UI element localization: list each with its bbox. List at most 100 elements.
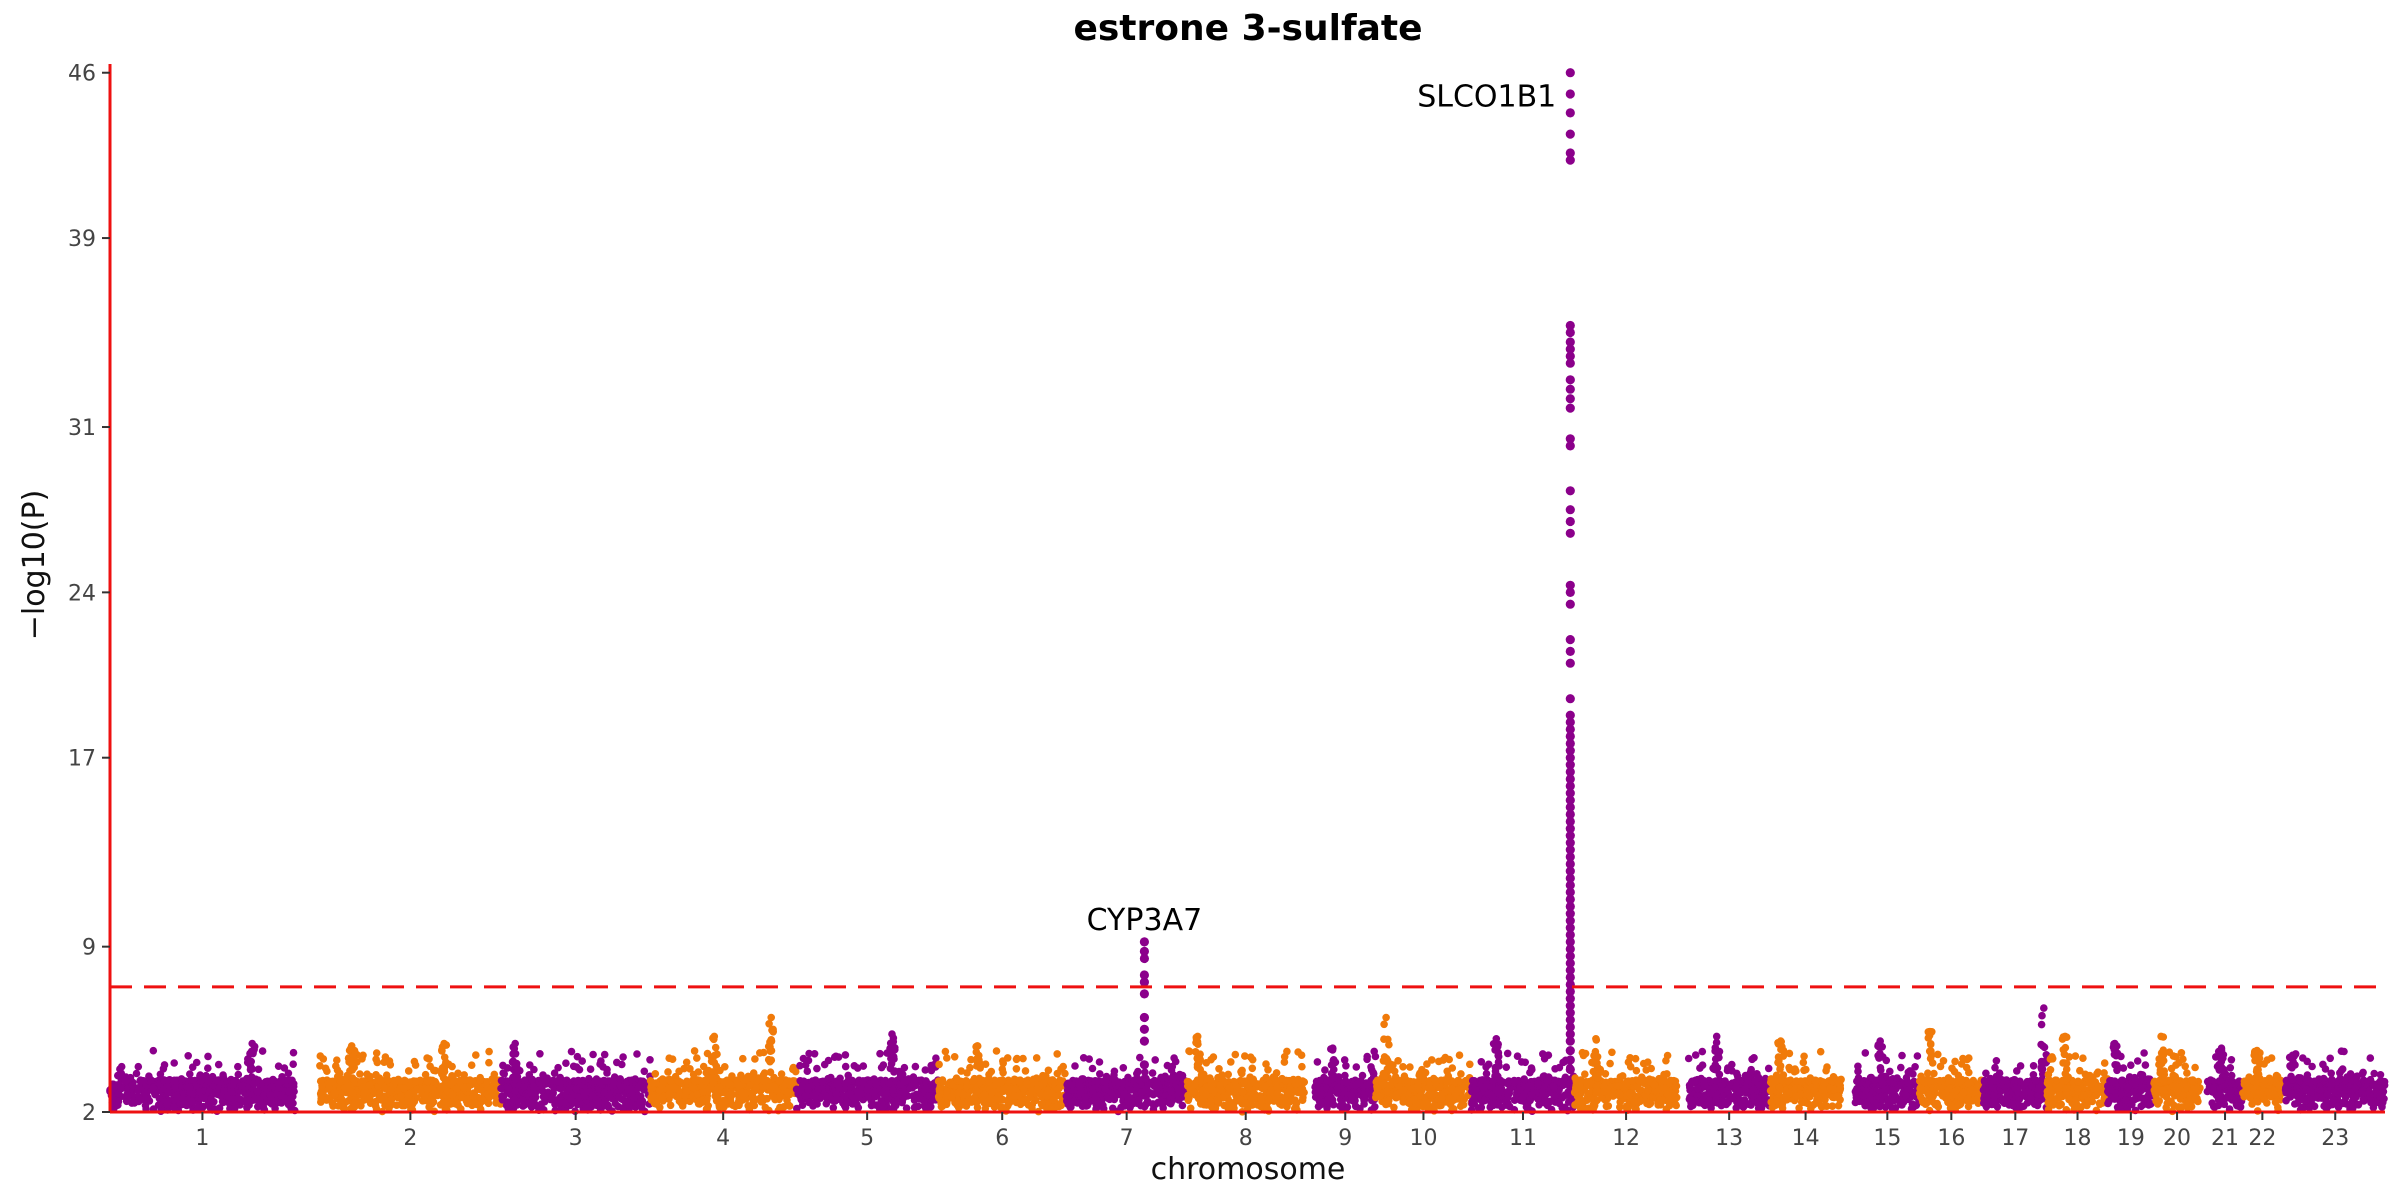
snp-point	[710, 1051, 719, 1060]
snp-point	[938, 1076, 947, 1084]
snp-point	[600, 1050, 609, 1059]
snp-point	[767, 1046, 776, 1055]
snp-point	[1510, 1076, 1518, 1085]
snp-point	[859, 1077, 868, 1085]
snp-point	[350, 1076, 358, 1084]
snp-point	[998, 1076, 1007, 1084]
snp-point	[1425, 1090, 1433, 1099]
snp-point	[117, 1084, 125, 1093]
snp-point	[139, 1077, 148, 1086]
snp-point	[799, 1054, 808, 1063]
snp-point	[198, 1093, 206, 1102]
snp-point	[1428, 1056, 1436, 1064]
signal-point	[1565, 394, 1575, 404]
snp-point	[234, 1070, 243, 1079]
snp-point	[1494, 1085, 1503, 1093]
snp-point	[458, 1093, 466, 1102]
snp-point	[373, 1058, 382, 1067]
snp-point	[359, 1051, 367, 1060]
snp-point	[1231, 1050, 1240, 1059]
snp-point	[1044, 1066, 1053, 1075]
snp-point	[171, 1082, 179, 1091]
signal-point	[1565, 320, 1575, 331]
snp-point	[212, 1088, 221, 1097]
snp-point	[1294, 1048, 1302, 1056]
snp-point	[1227, 1058, 1235, 1066]
snp-point	[1371, 1052, 1380, 1061]
snp-point	[164, 1088, 173, 1096]
snp-point	[177, 1075, 186, 1083]
snp-point	[1141, 1075, 1150, 1083]
snp-point	[900, 1077, 908, 1086]
snp-point	[400, 1084, 409, 1093]
snp-point	[1392, 1090, 1400, 1099]
snp-point	[380, 1083, 388, 1092]
snp-point	[124, 1091, 132, 1100]
snp-point	[1185, 1093, 1193, 1102]
snp-point	[1415, 1071, 1423, 1079]
snp-point	[468, 1077, 476, 1085]
snp-point	[227, 1088, 236, 1096]
snp-point	[377, 1096, 386, 1104]
signal-point	[1139, 937, 1149, 947]
snp-point	[149, 1046, 158, 1055]
snp-point	[832, 1052, 840, 1061]
snp-point	[1124, 1098, 1132, 1106]
snp-point	[640, 1067, 649, 1076]
signal-point	[1139, 970, 1149, 980]
snp-point	[881, 1090, 889, 1099]
snp-point	[702, 1077, 710, 1085]
snp-point	[1294, 1075, 1302, 1084]
snp-point	[1206, 1076, 1215, 1084]
snp-point	[1405, 1097, 1414, 1106]
snp-point	[446, 1100, 455, 1108]
signal-point	[1565, 580, 1575, 590]
snp-point	[289, 1060, 298, 1068]
snp-point	[776, 1092, 784, 1100]
snp-point	[1119, 1064, 1128, 1072]
chromosome-1-points	[106, 1039, 299, 1115]
snp-point	[230, 1077, 238, 1086]
snp-point	[1154, 1089, 1163, 1098]
snp-point	[1015, 1077, 1023, 1086]
snp-point	[163, 1076, 172, 1085]
snp-point	[1457, 1070, 1465, 1078]
snp-point	[258, 1047, 267, 1055]
snp-point	[682, 1087, 691, 1095]
snp-point	[1170, 1054, 1178, 1062]
snp-point	[282, 1095, 290, 1104]
snp-point	[217, 1092, 226, 1101]
snp-point	[268, 1100, 276, 1108]
snp-point	[234, 1062, 242, 1071]
snp-point	[973, 1055, 981, 1063]
snp-point	[1555, 1063, 1564, 1072]
snp-point	[219, 1074, 228, 1082]
snp-point	[1039, 1071, 1047, 1080]
snp-point	[1542, 1091, 1550, 1099]
snp-point	[798, 1101, 807, 1109]
snp-point	[1010, 1092, 1019, 1100]
snp-point	[1197, 1100, 1205, 1108]
snp-point	[999, 1068, 1007, 1077]
snp-point	[412, 1077, 420, 1086]
snp-point	[859, 1062, 868, 1070]
snp-point	[1136, 1053, 1144, 1062]
snp-point	[646, 1056, 654, 1064]
snp-point	[426, 1095, 435, 1104]
peak-point	[248, 1039, 256, 1048]
snp-point	[356, 1070, 364, 1078]
snp-point	[621, 1098, 630, 1106]
snp-point	[478, 1095, 486, 1104]
snp-point	[129, 1081, 137, 1090]
snp-point	[405, 1090, 413, 1099]
snp-point	[243, 1104, 251, 1112]
snp-point	[202, 1071, 210, 1080]
snp-point	[1237, 1067, 1245, 1076]
snp-point	[1352, 1063, 1361, 1071]
snp-point	[850, 1062, 859, 1070]
snp-point	[132, 1069, 141, 1078]
snp-point	[1095, 1058, 1104, 1066]
snp-point	[759, 1084, 767, 1092]
snp-point	[1111, 1077, 1119, 1086]
snp-point	[841, 1051, 850, 1059]
